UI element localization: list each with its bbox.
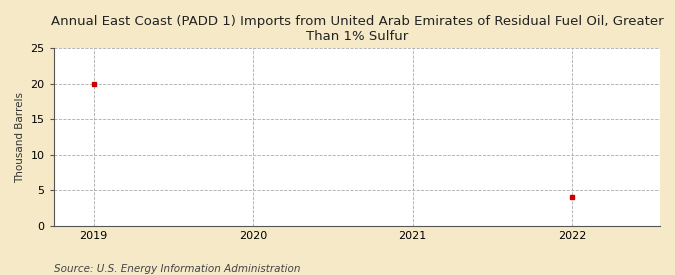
Text: Source: U.S. Energy Information Administration: Source: U.S. Energy Information Administ… xyxy=(54,264,300,274)
Y-axis label: Thousand Barrels: Thousand Barrels xyxy=(15,92,25,183)
Title: Annual East Coast (PADD 1) Imports from United Arab Emirates of Residual Fuel Oi: Annual East Coast (PADD 1) Imports from … xyxy=(51,15,663,43)
